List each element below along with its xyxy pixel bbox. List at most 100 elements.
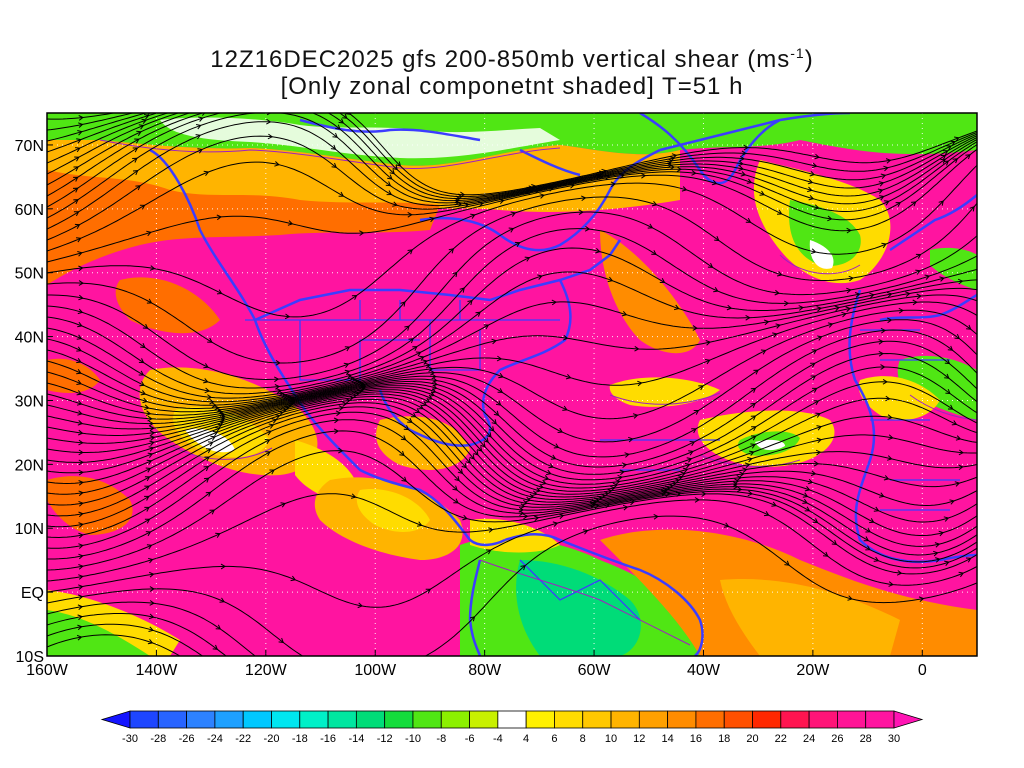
streamline-arrow (76, 358, 82, 364)
streamline-arrow (535, 487, 541, 493)
streamline-arrow (268, 423, 275, 429)
streamline-arrow (206, 394, 213, 400)
streamline-arrow (407, 249, 413, 255)
streamline-arrow (76, 390, 83, 396)
streamline-arrow (943, 516, 950, 522)
streamline-arrow (72, 187, 79, 193)
streamline-arrow (846, 227, 852, 234)
streamline-arrow (886, 317, 893, 324)
streamline-arrow (621, 462, 628, 468)
streamline-arrow (741, 150, 747, 157)
streamline-arrow (966, 324, 972, 330)
streamline-arrow (776, 271, 783, 277)
streamline-arrow (950, 140, 956, 146)
streamline-arrow (750, 415, 757, 421)
colorbar-label: 24 (803, 733, 815, 745)
streamline-arrow (776, 209, 783, 215)
streamline-arrow (607, 276, 614, 283)
colorbar-box (412, 710, 442, 729)
streamline-arrow (885, 395, 891, 402)
streamline-arrow (886, 291, 893, 298)
streamline (47, 287, 977, 403)
streamline-arrow (815, 449, 822, 456)
streamline-arrow (815, 412, 821, 418)
colorbar-box (865, 710, 895, 729)
streamline-arrow (847, 595, 853, 601)
streamline-arrow (78, 574, 84, 580)
streamline-arrow (537, 274, 543, 280)
streamline-arrow (215, 532, 221, 538)
streamline-arrow (469, 616, 476, 622)
streamline (47, 381, 977, 485)
streamline (47, 402, 977, 523)
y-axis: 10S EQ 10N 20N 30N 40N 50N 60N 70N (15, 138, 53, 666)
streamline-arrow (524, 256, 531, 262)
streamline-arrow (404, 325, 410, 331)
streamline-arrow (745, 314, 751, 321)
y-tick-label: 30N (15, 393, 44, 410)
streamline-arrow (882, 378, 888, 385)
streamline-arrow (478, 201, 484, 207)
streamline (47, 113, 977, 198)
streamline-arrow (209, 509, 216, 515)
streamline-arrow (205, 491, 212, 497)
streamline-arrow (78, 280, 84, 286)
streamline-arrow (558, 513, 565, 520)
streamline-arrow (584, 225, 591, 232)
x-tick-label: 160W (26, 662, 69, 679)
streamline-arrow (887, 414, 893, 420)
streamline-arrow (77, 594, 84, 600)
streamline-arrow (76, 346, 82, 352)
streamline-arrow (732, 481, 739, 487)
streamline-arrow (969, 206, 975, 212)
streamline-arrow (689, 441, 696, 447)
colorbar-box (723, 710, 753, 729)
streamline (47, 450, 977, 571)
streamline-arrow (204, 387, 211, 394)
streamline-arrow (399, 450, 405, 457)
streamline-arrow (408, 338, 414, 344)
streamline-arrow (680, 471, 686, 478)
streamline-arrow (671, 153, 678, 159)
streamline-arrow (78, 500, 84, 507)
streamline-arrow (726, 304, 733, 311)
streamline-arrow (742, 467, 748, 473)
streamline-arrow (204, 106, 209, 111)
streamline-arrow (280, 502, 287, 508)
streamline-arrow (274, 414, 281, 420)
streamline-arrow (944, 359, 951, 365)
streamline-arrow (73, 199, 79, 205)
streamline-arrow (417, 521, 423, 527)
streamline-arrow (940, 154, 947, 160)
streamline-arrow (822, 551, 829, 557)
streamline-arrow (467, 299, 473, 306)
streamline-arrow (344, 346, 351, 352)
streamline-arrow (351, 294, 358, 300)
streamline-arrow (146, 544, 153, 550)
streamline-arrow (965, 557, 972, 563)
streamline-arrow (508, 227, 515, 233)
streamline-arrow (491, 338, 497, 345)
streamline-arrow (669, 164, 675, 171)
chart-title-line1: 12Z16DEC2025 gfs 200-850mb vertical shea… (0, 45, 1024, 74)
streamline-arrow (213, 405, 220, 411)
streamline-arrow (342, 113, 348, 119)
streamline-arrow (146, 230, 152, 237)
streamline-arrow (813, 204, 820, 210)
x-tick-label: 60W (578, 662, 612, 679)
streamline-arrow (753, 369, 759, 375)
streamline-arrow (807, 186, 813, 193)
streamline-arrow (203, 170, 210, 177)
streamline-arrow (772, 332, 778, 338)
streamline-arrow (333, 428, 340, 435)
streamline-arrow (952, 158, 959, 164)
streamline-arrow (350, 493, 357, 499)
streamline-arrow (143, 113, 150, 120)
x-axis: 160W 140W 120W 100W 80W 60W 40W 20W 0 (26, 650, 927, 679)
streamline-arrow (865, 527, 871, 533)
streamline-arrow (284, 313, 291, 320)
streamline-arrow (429, 216, 435, 223)
colorbar-label: -8 (436, 733, 446, 745)
streamline-arrow (78, 429, 84, 436)
streamline-arrow (522, 499, 528, 506)
